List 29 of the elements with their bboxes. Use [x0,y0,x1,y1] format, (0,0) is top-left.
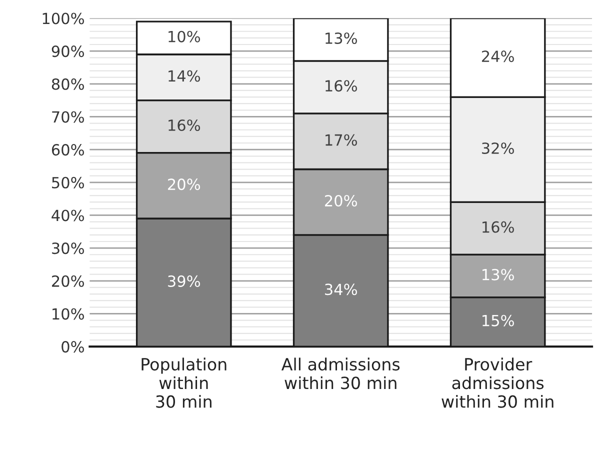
y-tick-label: 0% [62,341,84,353]
data-label: 24% [482,50,514,62]
data-label: 16% [482,221,514,233]
data-label: 15% [482,314,514,326]
y-tick-label: 30% [52,242,84,254]
data-label: 14% [168,70,200,82]
y-tick-label: 60% [52,144,84,156]
y-tick-label: 40% [52,210,84,222]
y-tick-label: 70% [52,111,84,123]
x-tick-label: Provider admissions within 30 min [442,358,554,408]
y-tick-label: 20% [52,275,84,287]
data-label: 20% [168,178,200,190]
data-label: 34% [325,284,357,296]
x-tick-label: All admissions within 30 min [281,358,400,390]
data-label: 20% [325,194,357,207]
data-label: 10% [168,30,200,42]
y-tick-label: 90% [52,46,84,58]
data-label: 39% [168,275,200,287]
y-tick-label: 80% [52,78,84,90]
data-label: 16% [326,80,357,92]
y-tick-label: 100% [42,12,84,24]
y-tick-label: 50% [52,176,84,188]
data-label: 16% [168,119,200,132]
data-label: 13% [326,32,357,44]
data-label: 32% [482,142,514,154]
y-tick-label: 10% [52,308,84,320]
data-label: 13% [482,268,514,280]
data-label: 17% [326,134,357,146]
x-tick-label: Population within 30 min [142,358,226,408]
